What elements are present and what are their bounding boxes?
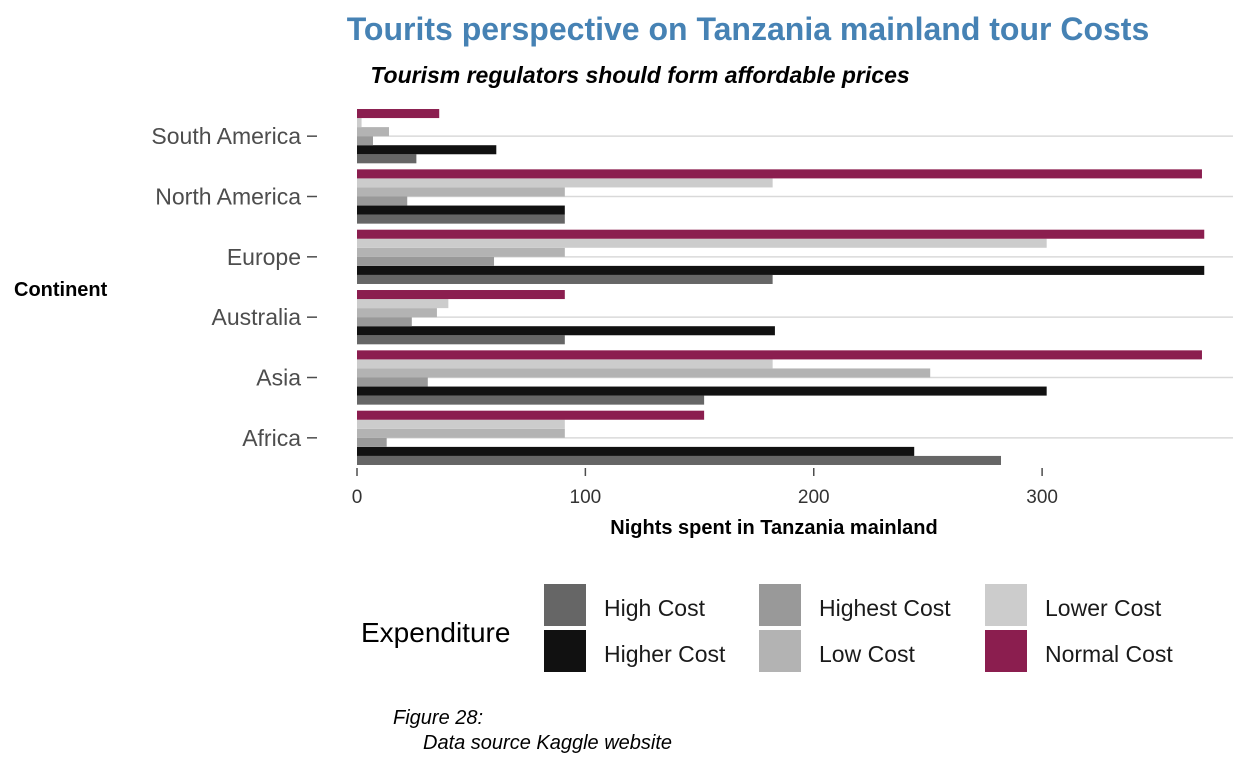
bar-europe-higher-cost (357, 265, 1205, 275)
category-label-africa: Africa (242, 425, 301, 451)
bar-south-america-lower-cost (357, 118, 362, 128)
chart-subtitle: Tourism regulators should form affordabl… (370, 62, 909, 88)
x-tick-label-300: 300 (1026, 487, 1058, 508)
category-label-south-america: South America (151, 123, 301, 149)
bar-africa-low-cost (357, 428, 565, 438)
x-tick-label-200: 200 (798, 487, 830, 508)
bar-australia-high-cost (357, 335, 565, 345)
legend-title: Expenditure (361, 617, 510, 648)
bar-asia-normal-cost (357, 350, 1202, 360)
x-tick-label-100: 100 (570, 487, 602, 508)
bar-asia-high-cost (357, 395, 705, 405)
x-axis-ticks: 0 100 200 300 (352, 468, 1058, 508)
legend-swatch-higher-cost (544, 630, 586, 672)
caption-figure-number: Figure 28: (393, 707, 483, 729)
bar-south-america-highest-cost (357, 136, 373, 146)
chart-title: Tourits perspective on Tanzania mainland… (347, 11, 1150, 47)
legend-swatch-high-cost (544, 584, 586, 626)
bar-asia-higher-cost (357, 386, 1047, 396)
bar-north-america-highest-cost (357, 196, 408, 206)
bar-north-america-low-cost (357, 187, 565, 197)
bar-asia-highest-cost (357, 377, 428, 387)
bar-south-america-high-cost (357, 154, 417, 164)
bar-south-america-higher-cost (357, 145, 497, 155)
bar-asia-lower-cost (357, 359, 773, 369)
legend-label-lower-cost: Lower Cost (1045, 595, 1162, 621)
y-axis-category-labels: Africa Asia Australia Europe North America So… (151, 123, 317, 451)
bar-asia-low-cost (357, 368, 931, 378)
bar-africa-highest-cost (357, 437, 387, 447)
bar-europe-high-cost (357, 274, 773, 284)
legend-swatch-normal-cost (985, 630, 1027, 672)
bar-europe-highest-cost (357, 256, 495, 266)
bar-africa-high-cost (357, 455, 1002, 465)
y-axis-title: Continent (14, 279, 108, 301)
bar-europe-normal-cost (357, 229, 1205, 239)
bar-australia-highest-cost (357, 317, 412, 327)
legend: Expenditure High Cost Higher Cost Highest … (361, 584, 1173, 672)
bar-africa-lower-cost (357, 419, 565, 429)
bar-north-america-normal-cost (357, 169, 1202, 179)
bar-australia-lower-cost (357, 299, 449, 309)
bar-south-america-low-cost (357, 127, 389, 137)
bars (357, 109, 1205, 465)
bar-europe-lower-cost (357, 238, 1047, 248)
category-label-australia: Australia (212, 304, 302, 330)
category-label-asia: Asia (256, 365, 301, 391)
category-label-north-america: North America (155, 184, 301, 210)
category-label-europe: Europe (227, 244, 301, 270)
x-axis-title: Nights spent in Tanzania mainland (610, 517, 937, 539)
legend-label-low-cost: Low Cost (819, 641, 915, 667)
legend-label-high-cost: High Cost (604, 595, 706, 621)
legend-swatch-highest-cost (759, 584, 801, 626)
bar-north-america-high-cost (357, 214, 565, 224)
bar-australia-normal-cost (357, 290, 565, 300)
bar-south-america-normal-cost (357, 109, 440, 119)
bar-africa-higher-cost (357, 446, 915, 456)
legend-label-highest-cost: Highest Cost (819, 595, 951, 621)
bar-australia-low-cost (357, 308, 437, 318)
legend-swatch-lower-cost (985, 584, 1027, 626)
bar-europe-low-cost (357, 247, 565, 257)
x-tick-label-0: 0 (352, 487, 363, 508)
bar-north-america-lower-cost (357, 178, 773, 188)
legend-label-higher-cost: Higher Cost (604, 641, 726, 667)
bar-north-america-higher-cost (357, 205, 565, 215)
caption-source: Data source Kaggle website (423, 732, 672, 754)
bar-africa-normal-cost (357, 410, 705, 420)
legend-swatch-low-cost (759, 630, 801, 672)
bar-australia-higher-cost (357, 326, 775, 336)
legend-label-normal-cost: Normal Cost (1045, 641, 1173, 667)
